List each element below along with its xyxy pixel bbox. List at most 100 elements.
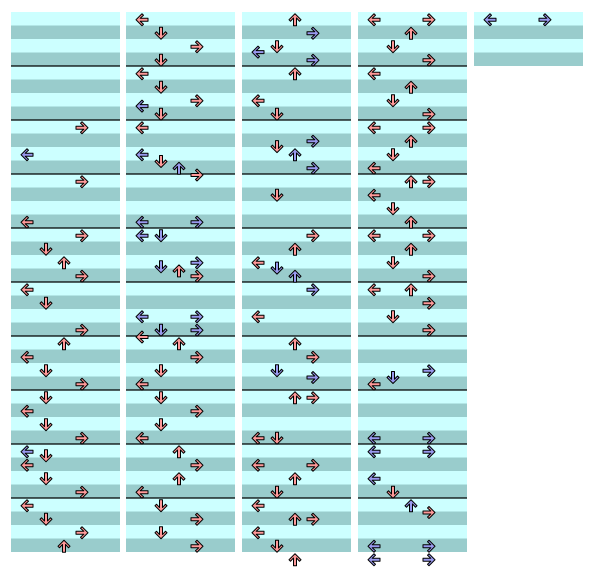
row-band [126,430,235,444]
row-band [126,498,235,512]
down-arrow-icon [270,539,284,553]
right-arrow-icon [190,215,204,229]
down-arrow-icon [154,364,168,378]
row-band [242,133,351,147]
down-arrow-icon [39,391,53,405]
row-band [11,444,120,458]
down-arrow-icon [39,512,53,526]
right-arrow-icon [422,364,436,378]
row-band [242,106,351,120]
row-band [11,160,120,174]
right-arrow-icon [75,526,89,540]
down-arrow-icon [154,260,168,274]
right-arrow-icon [306,229,320,243]
down-arrow-icon [154,418,168,432]
row-band [11,187,120,201]
right-arrow-icon [190,256,204,270]
row-band [126,66,235,80]
right-arrow-icon [306,134,320,148]
row-band [242,444,351,458]
row-band [358,268,467,282]
up-arrow-icon [288,553,302,567]
right-arrow-icon [190,539,204,553]
left-arrow-icon [251,256,265,270]
right-arrow-icon [190,323,204,337]
down-arrow-icon [270,364,284,378]
row-band [242,187,351,201]
row-band [242,349,351,363]
row-band [126,106,235,120]
row-band [242,214,351,228]
down-arrow-icon [154,107,168,121]
up-arrow-icon [404,175,418,189]
left-arrow-icon [367,161,381,175]
row-band [126,403,235,417]
left-arrow-icon [367,472,381,486]
row-band [358,39,467,53]
up-arrow-icon [172,161,186,175]
row-band [474,39,583,53]
up-arrow-icon [172,472,186,486]
row-band [11,484,120,498]
row-band [126,133,235,147]
row-band [242,120,351,134]
left-arrow-icon [367,431,381,445]
right-arrow-icon [306,53,320,67]
row-band [11,201,120,215]
left-arrow-icon [20,458,34,472]
up-arrow-icon [404,499,418,513]
row-band [11,349,120,363]
down-arrow-icon [270,431,284,445]
left-arrow-icon [135,99,149,113]
left-arrow-icon [135,310,149,324]
right-arrow-icon [306,371,320,384]
row-band [242,376,351,390]
row-band [126,241,235,255]
up-arrow-icon [404,215,418,229]
row-band [242,309,351,323]
up-arrow-icon [57,539,71,553]
down-arrow-icon [386,202,400,216]
row-band [11,376,120,390]
row-band [126,79,235,93]
row-band [358,93,467,107]
right-arrow-icon [306,350,320,364]
down-arrow-icon [386,40,400,54]
right-arrow-icon [422,431,436,445]
row-band [474,52,583,66]
row-band [126,52,235,66]
row-band [126,120,235,134]
up-arrow-icon [404,242,418,256]
row-band [11,39,120,53]
row-band [242,417,351,431]
down-arrow-icon [154,391,168,405]
row-band [358,444,467,458]
left-arrow-icon [20,283,34,297]
row-band [358,538,467,552]
row-band [242,403,351,417]
row-band [358,187,467,201]
left-arrow-icon [251,499,265,513]
row-band [242,93,351,107]
row-band [242,174,351,188]
down-arrow-icon [270,485,284,499]
row-band [11,25,120,39]
row-band [126,282,235,296]
row-band [358,471,467,485]
up-arrow-icon [288,472,302,486]
left-arrow-icon [367,377,381,391]
row-band [242,430,351,444]
left-arrow-icon [367,67,381,81]
left-arrow-icon [20,445,34,459]
row-band [126,363,235,377]
left-arrow-icon [20,350,34,364]
row-band [126,201,235,215]
row-band [358,255,467,269]
row-band [11,322,120,336]
left-arrow-icon [20,148,34,162]
row-band [126,538,235,552]
left-arrow-icon [135,377,149,391]
row-band [126,322,235,336]
left-arrow-icon [367,445,381,459]
up-arrow-icon [404,134,418,148]
